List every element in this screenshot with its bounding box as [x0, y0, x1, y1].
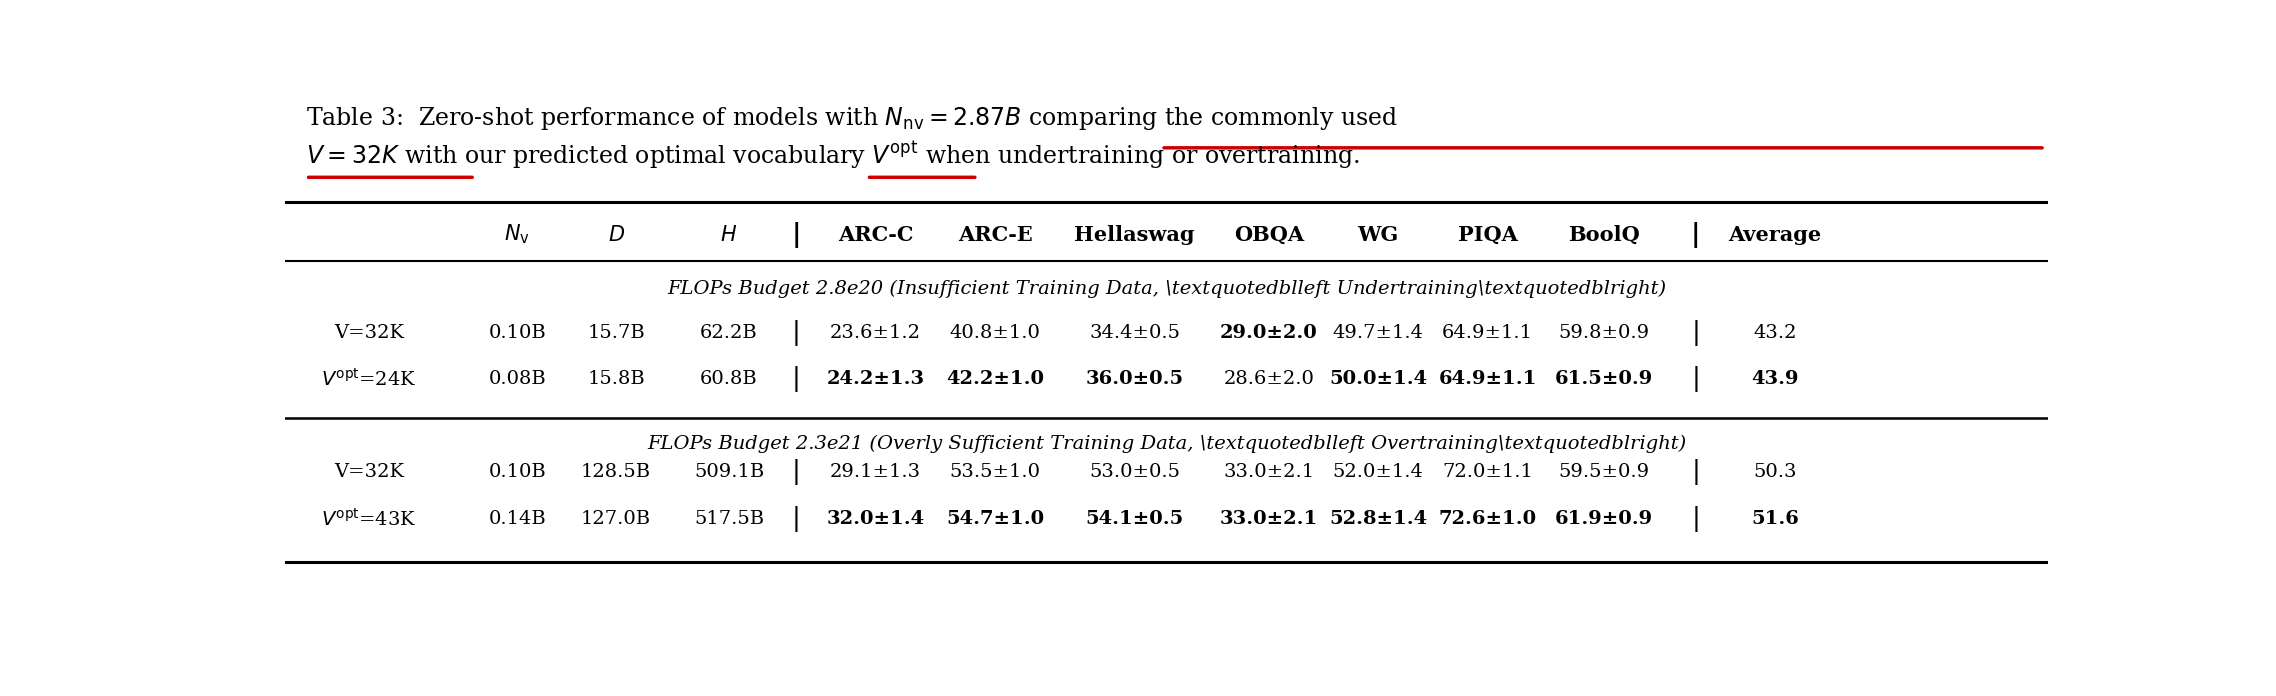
Text: 34.4±0.5: 34.4±0.5 — [1090, 324, 1181, 342]
Text: |: | — [792, 506, 801, 532]
Text: 33.0±2.1: 33.0±2.1 — [1220, 509, 1318, 528]
Text: $N_{\mathrm{v}}$: $N_{\mathrm{v}}$ — [505, 223, 530, 246]
Text: 50.0±1.4: 50.0±1.4 — [1329, 370, 1427, 388]
Text: 64.9±1.1: 64.9±1.1 — [1443, 324, 1534, 342]
Text: $V^{\mathrm{opt}}$=43K: $V^{\mathrm{opt}}$=43K — [321, 508, 417, 530]
Text: |: | — [792, 319, 801, 346]
Text: $H$: $H$ — [721, 225, 737, 245]
Text: 29.0±2.0: 29.0±2.0 — [1220, 324, 1318, 342]
Text: 72.6±1.0: 72.6±1.0 — [1438, 509, 1536, 528]
Text: 42.2±1.0: 42.2±1.0 — [947, 370, 1045, 388]
Text: 32.0±1.4: 32.0±1.4 — [826, 509, 924, 528]
Text: 43.2: 43.2 — [1753, 324, 1796, 342]
Text: 15.8B: 15.8B — [587, 370, 644, 388]
Text: ARC-C: ARC-C — [838, 225, 913, 245]
Text: $V^{\mathrm{opt}}$=24K: $V^{\mathrm{opt}}$=24K — [321, 368, 417, 390]
Text: PIQA: PIQA — [1457, 225, 1518, 245]
Text: 28.6±2.0: 28.6±2.0 — [1222, 370, 1313, 388]
Text: |: | — [792, 366, 801, 393]
Text: 127.0B: 127.0B — [580, 509, 651, 528]
Text: 0.10B: 0.10B — [489, 463, 546, 481]
Text: |: | — [1691, 221, 1700, 248]
Text: 40.8±1.0: 40.8±1.0 — [949, 324, 1040, 342]
Text: 43.9: 43.9 — [1750, 370, 1798, 388]
Text: 64.9±1.1: 64.9±1.1 — [1438, 370, 1536, 388]
Text: |: | — [1691, 319, 1700, 346]
Text: 29.1±1.3: 29.1±1.3 — [831, 463, 922, 481]
Text: $V = 32K$ with our predicted optimal vocabulary $V^{\mathrm{opt}}$ when undertra: $V = 32K$ with our predicted optimal voc… — [305, 140, 1359, 171]
Text: 59.5±0.9: 59.5±0.9 — [1559, 463, 1650, 481]
Text: 0.08B: 0.08B — [489, 370, 546, 388]
Text: 54.7±1.0: 54.7±1.0 — [947, 509, 1045, 528]
Text: 33.0±2.1: 33.0±2.1 — [1222, 463, 1313, 481]
Text: |: | — [1691, 366, 1700, 393]
Text: 72.0±1.1: 72.0±1.1 — [1443, 463, 1534, 481]
Text: OBQA: OBQA — [1234, 225, 1304, 245]
Text: Average: Average — [1727, 225, 1821, 245]
Text: 15.7B: 15.7B — [587, 324, 644, 342]
Text: 53.0±0.5: 53.0±0.5 — [1090, 463, 1181, 481]
Text: WG: WG — [1356, 225, 1400, 245]
Text: |: | — [792, 459, 801, 485]
Text: 61.9±0.9: 61.9±0.9 — [1555, 509, 1652, 528]
Text: 36.0±0.5: 36.0±0.5 — [1086, 370, 1184, 388]
Text: 59.8±0.9: 59.8±0.9 — [1559, 324, 1650, 342]
Text: 52.0±1.4: 52.0±1.4 — [1334, 463, 1422, 481]
Text: |: | — [1691, 459, 1700, 485]
Text: 51.6: 51.6 — [1750, 509, 1798, 528]
Text: 49.7±1.4: 49.7±1.4 — [1334, 324, 1422, 342]
Text: ARC-E: ARC-E — [958, 225, 1033, 245]
Text: $D$: $D$ — [608, 225, 624, 245]
Text: 61.5±0.9: 61.5±0.9 — [1555, 370, 1652, 388]
Text: 54.1±0.5: 54.1±0.5 — [1086, 509, 1184, 528]
Text: 24.2±1.3: 24.2±1.3 — [826, 370, 924, 388]
Text: |: | — [792, 221, 801, 248]
Text: Hellaswag: Hellaswag — [1074, 225, 1195, 245]
Text: 62.2B: 62.2B — [701, 324, 758, 342]
Text: 50.3: 50.3 — [1753, 463, 1796, 481]
Text: |: | — [1691, 506, 1700, 532]
Text: 509.1B: 509.1B — [694, 463, 765, 481]
Text: 60.8B: 60.8B — [701, 370, 758, 388]
Text: 23.6±1.2: 23.6±1.2 — [831, 324, 922, 342]
Text: 53.5±1.0: 53.5±1.0 — [949, 463, 1040, 481]
Text: 128.5B: 128.5B — [580, 463, 651, 481]
Text: Table 3:  Zero-shot performance of models with $N_{\mathrm{nv}} = 2.87B$ compari: Table 3: Zero-shot performance of models… — [305, 105, 1397, 132]
Text: V=32K: V=32K — [335, 463, 405, 481]
Text: BoolQ: BoolQ — [1568, 225, 1639, 245]
Text: 517.5B: 517.5B — [694, 509, 765, 528]
Text: 0.14B: 0.14B — [489, 509, 546, 528]
Text: FLOPs Budget 2.8e20 (Insufficient Training Data, \textquotedblleft Undertraining: FLOPs Budget 2.8e20 (Insufficient Traini… — [667, 280, 1666, 299]
Text: V=32K: V=32K — [335, 324, 405, 342]
Text: FLOPs Budget 2.3e21 (Overly Sufficient Training Data, \textquotedblleft Overtrai: FLOPs Budget 2.3e21 (Overly Sufficient T… — [646, 434, 1687, 453]
Text: 52.8±1.4: 52.8±1.4 — [1329, 509, 1427, 528]
Text: 0.10B: 0.10B — [489, 324, 546, 342]
